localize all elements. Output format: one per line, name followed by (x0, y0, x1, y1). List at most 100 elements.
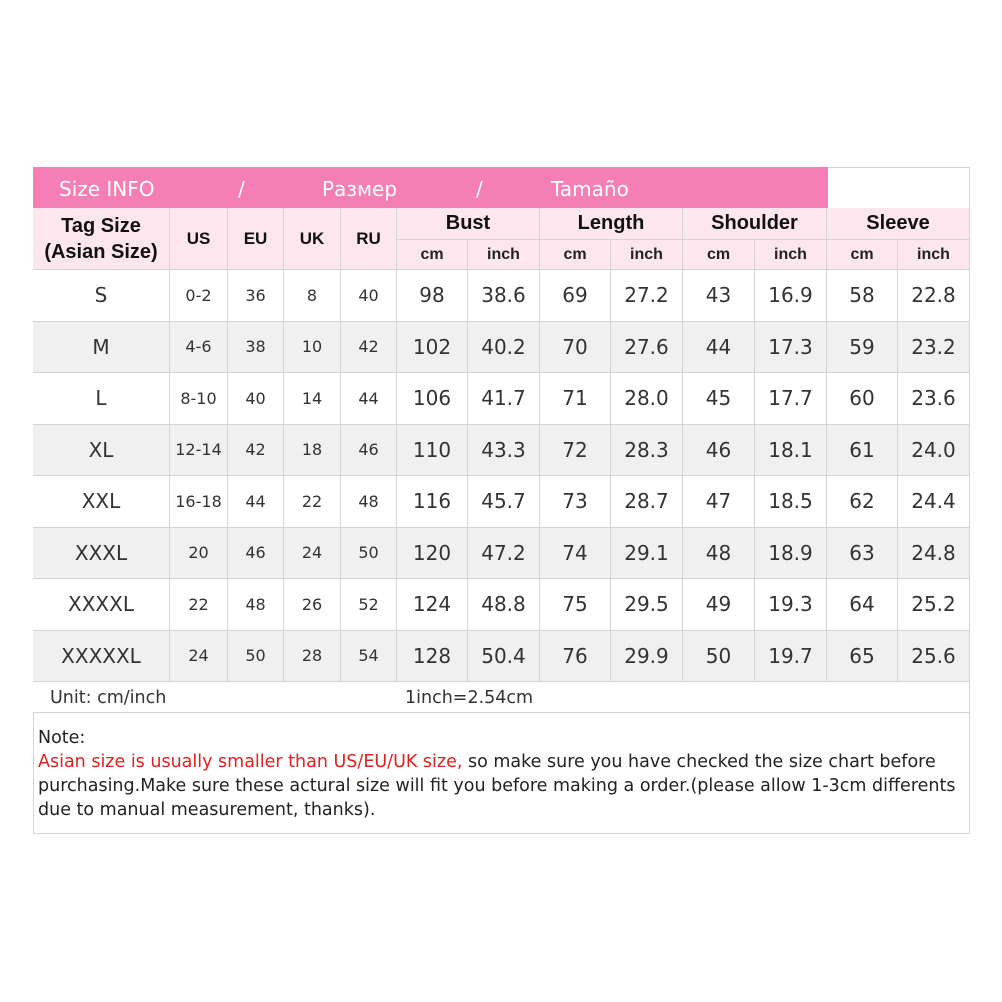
table-cell: XL (33, 424, 170, 476)
note: Note: Asian size is usually smaller than… (38, 726, 958, 822)
table-cell: 76 (540, 630, 611, 682)
table-cell: 48.8 (468, 579, 540, 631)
table-cell: 18.5 (755, 476, 827, 528)
table-cell: M (33, 321, 170, 373)
header-cell: Sleeve (827, 208, 970, 240)
footer-unit: Unit: cm/inch (50, 687, 167, 708)
table-cell: 12-14 (170, 424, 228, 476)
banner-separator: / (476, 177, 483, 201)
header-cell: EU (228, 208, 284, 270)
table-cell: 14 (284, 373, 341, 425)
table-cell: S (33, 270, 170, 322)
banner-text: Размер (322, 177, 398, 201)
table-cell: 24.4 (898, 476, 970, 528)
table-cell: 40.2 (468, 321, 540, 373)
unit-cell: inch (755, 240, 827, 270)
table-cell: 70 (540, 321, 611, 373)
banner-text: Size INFO (59, 177, 155, 201)
table-cell: 41.7 (468, 373, 540, 425)
table-cell: 22 (284, 476, 341, 528)
table-cell: 71 (540, 373, 611, 425)
table-cell: 120 (397, 527, 468, 579)
header-text: Tag Size (61, 214, 141, 237)
table-cell: 63 (827, 527, 898, 579)
table-cell: 18 (284, 424, 341, 476)
table-cell: 0-2 (170, 270, 228, 322)
table-cell: 59 (827, 321, 898, 373)
table-cell: 60 (827, 373, 898, 425)
table-cell: 128 (397, 630, 468, 682)
table-cell: 8-10 (170, 373, 228, 425)
table-cell: 43.3 (468, 424, 540, 476)
table-cell: 22.8 (898, 270, 970, 322)
table-cell: 28.0 (611, 373, 683, 425)
table-cell: 65 (827, 630, 898, 682)
unit-cell: cm (540, 240, 611, 270)
table-cell: 20 (170, 527, 228, 579)
table-cell: 46 (341, 424, 397, 476)
table-cell: 48 (341, 476, 397, 528)
unit-cell: inch (468, 240, 540, 270)
table-cell: 102 (397, 321, 468, 373)
banner-separator: / (238, 177, 245, 201)
table-cell: 23.2 (898, 321, 970, 373)
note-body: Asian size is usually smaller than US/EU… (38, 750, 958, 822)
table-cell: 28.3 (611, 424, 683, 476)
table-cell: 44 (228, 476, 284, 528)
table-cell: 29.1 (611, 527, 683, 579)
unit-cell: cm (827, 240, 898, 270)
table-cell: 46 (683, 424, 755, 476)
table-cell: 40 (228, 373, 284, 425)
table-cell: 124 (397, 579, 468, 631)
table-cell: 74 (540, 527, 611, 579)
table-cell: 43 (683, 270, 755, 322)
table-cell: 26 (284, 579, 341, 631)
footer-conversion: 1inch=2.54cm (405, 687, 534, 708)
table-cell: 72 (540, 424, 611, 476)
header-cell: RU (341, 208, 397, 270)
table-cell: 24.0 (898, 424, 970, 476)
table-cell: 44 (341, 373, 397, 425)
table-cell: L (33, 373, 170, 425)
table-cell: 42 (341, 321, 397, 373)
table-cell: 27.6 (611, 321, 683, 373)
header-cell: Shoulder (683, 208, 827, 240)
table-cell: XXL (33, 476, 170, 528)
table-cell: 44 (683, 321, 755, 373)
table-cell: 28 (284, 630, 341, 682)
table-cell: 45.7 (468, 476, 540, 528)
table-cell: 17.7 (755, 373, 827, 425)
table-cell: 116 (397, 476, 468, 528)
table-cell: 48 (228, 579, 284, 631)
table-cell: 23.6 (898, 373, 970, 425)
table-cell: 47.2 (468, 527, 540, 579)
table-cell: 40 (341, 270, 397, 322)
table-cell: 62 (827, 476, 898, 528)
note-highlight: Asian size is usually smaller than US/EU… (38, 752, 463, 772)
banner-text: Tamaño (551, 177, 629, 201)
table-cell: 45 (683, 373, 755, 425)
banner: Size INFO / Размер / Tamaño (33, 167, 828, 208)
table-cell: 29.5 (611, 579, 683, 631)
table-cell: 4-6 (170, 321, 228, 373)
table-cell: 73 (540, 476, 611, 528)
unit-cell: inch (611, 240, 683, 270)
unit-cell: cm (683, 240, 755, 270)
table-cell: 54 (341, 630, 397, 682)
table-cell: 19.7 (755, 630, 827, 682)
table-cell: 38 (228, 321, 284, 373)
table-cell: 28.7 (611, 476, 683, 528)
table-cell: 75 (540, 579, 611, 631)
table-cell: 8 (284, 270, 341, 322)
note-text: so make sure you have checked the size c… (38, 752, 956, 820)
table-cell: 19.3 (755, 579, 827, 631)
table-cell: 24 (170, 630, 228, 682)
table-cell: 25.6 (898, 630, 970, 682)
table-cell: 16-18 (170, 476, 228, 528)
footer-row (33, 682, 970, 713)
unit-cell: cm (397, 240, 468, 270)
table-cell: 106 (397, 373, 468, 425)
table-cell: 16.9 (755, 270, 827, 322)
header-cell: Length (540, 208, 683, 240)
